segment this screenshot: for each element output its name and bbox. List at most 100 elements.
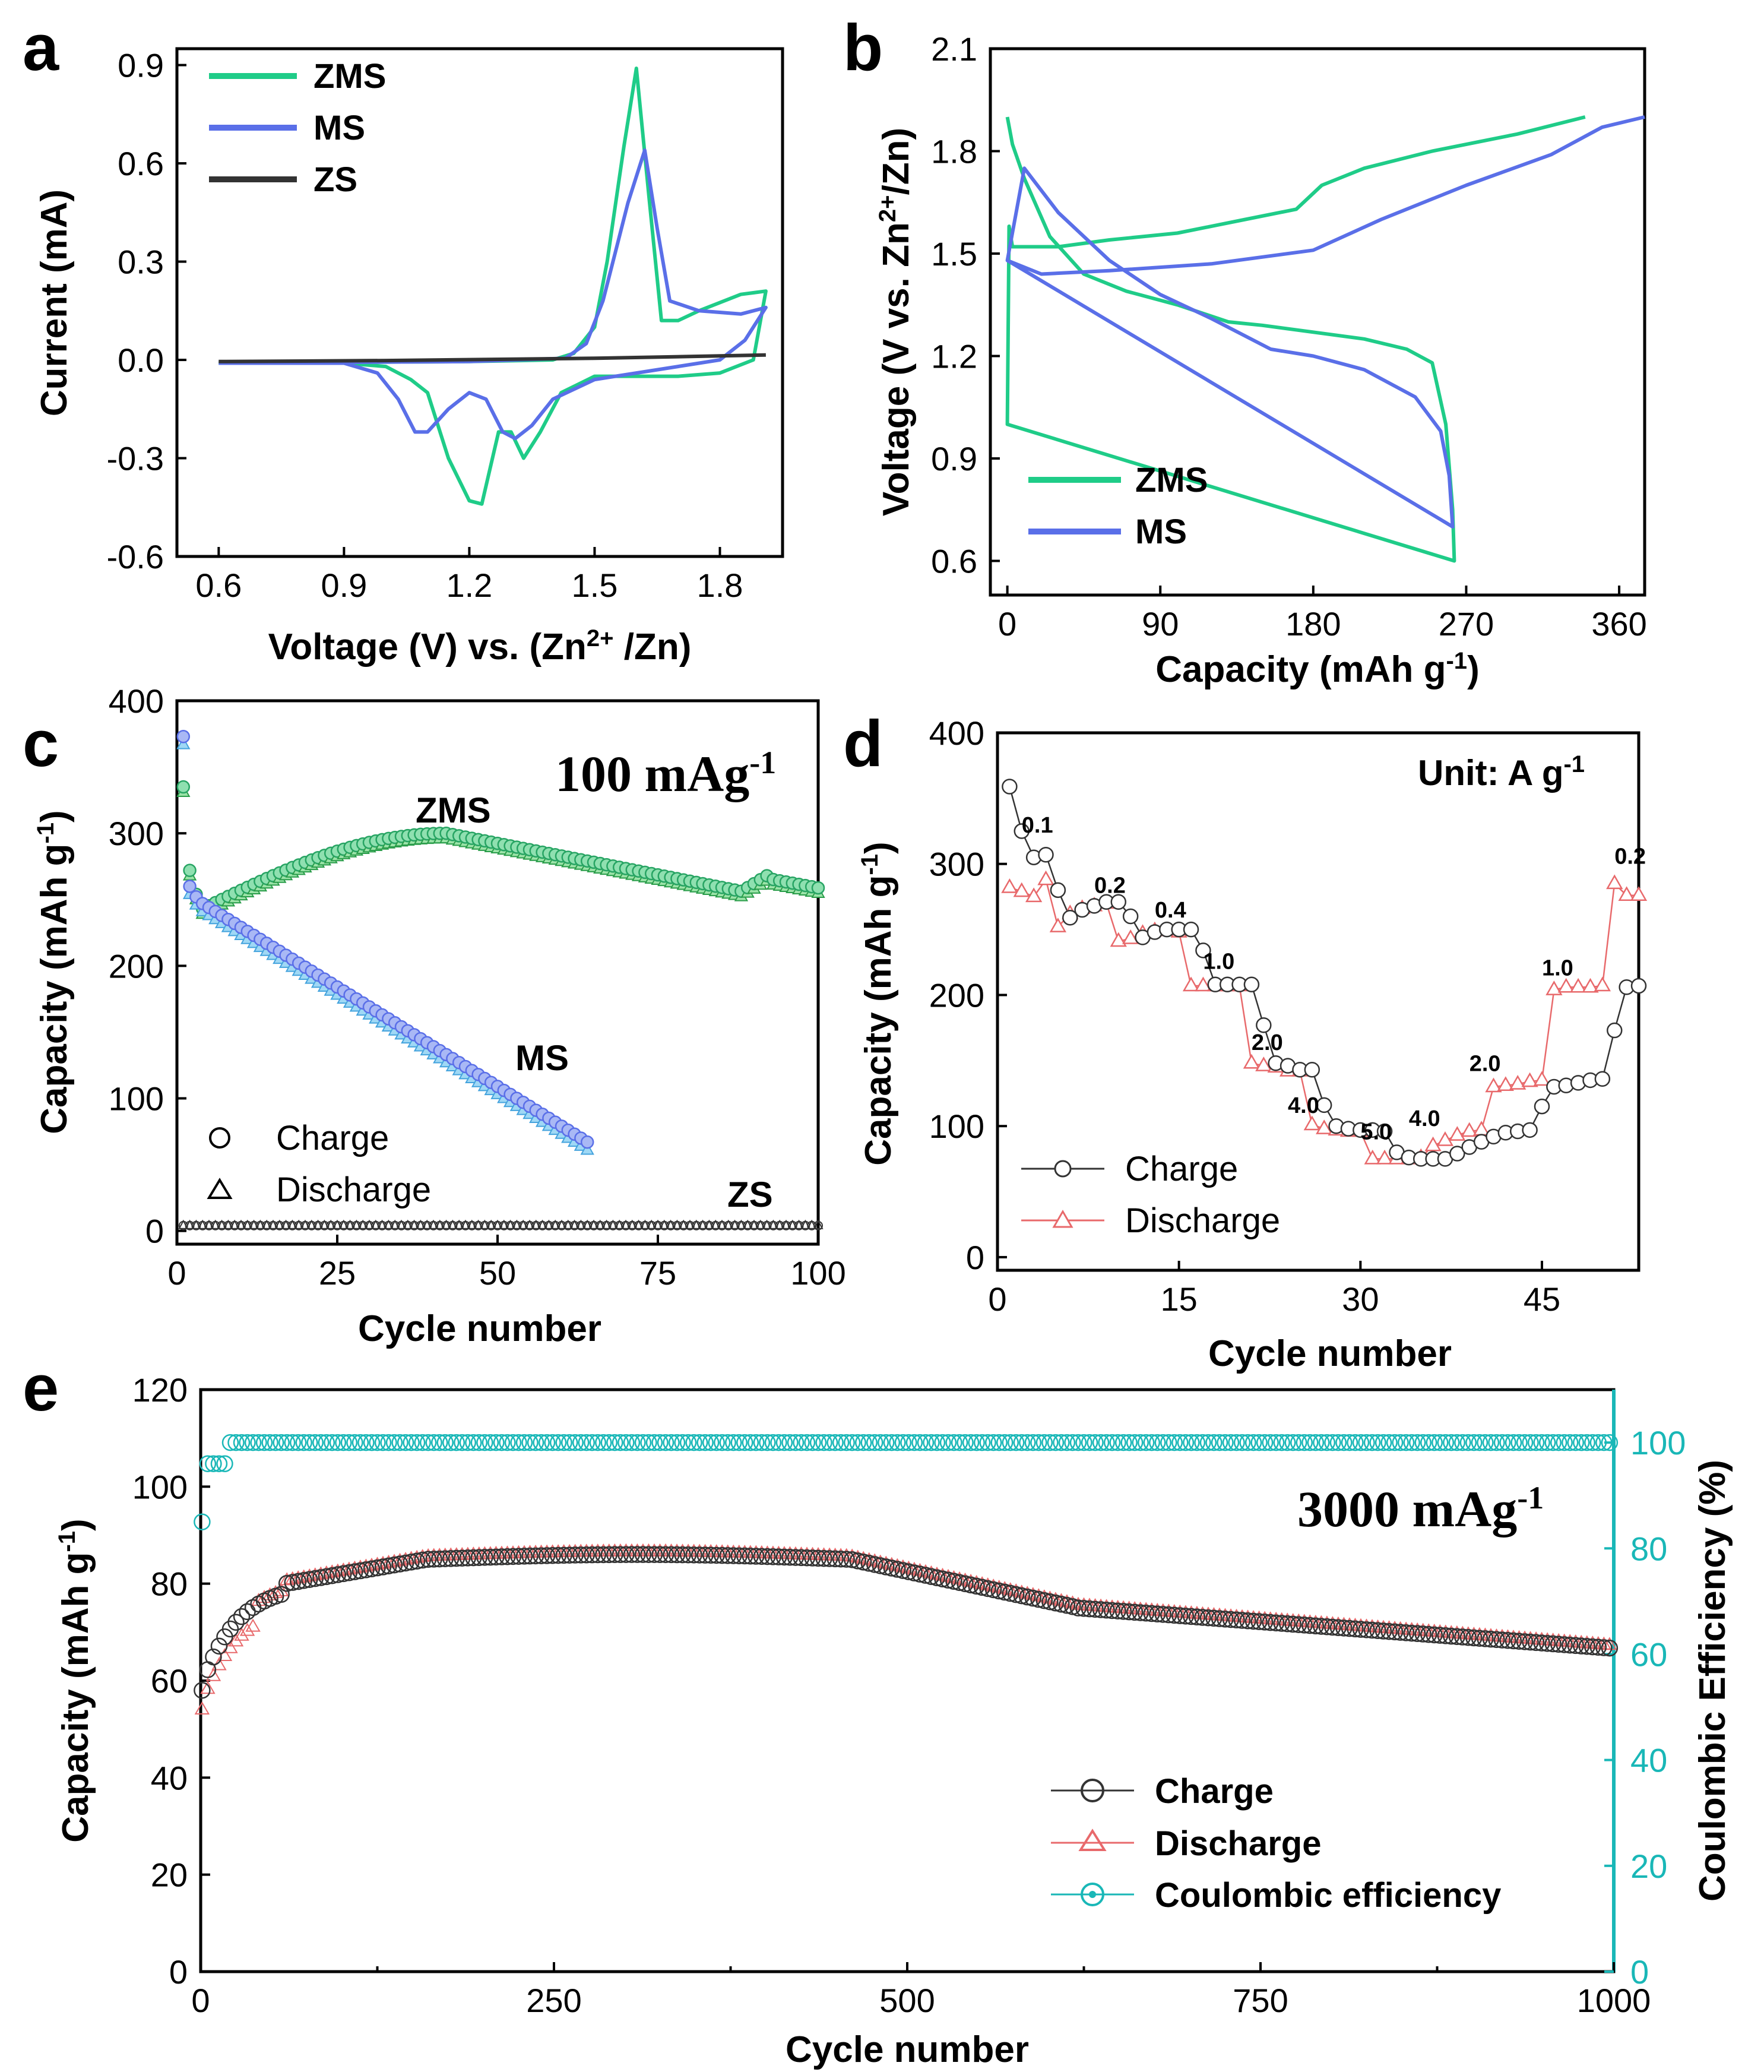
axis-label-a-y: Current (mA) [34, 189, 75, 416]
e-charge-point [939, 1571, 957, 1589]
rate-discharge-point [1606, 874, 1623, 890]
e-charge-point [1505, 1632, 1522, 1650]
e-ce-point [459, 1434, 477, 1451]
e-ce-point [1301, 1434, 1319, 1451]
axis-label-c-y: Capacity (mAh g-1) [33, 810, 75, 1134]
e-ce-point [239, 1434, 256, 1451]
e-ce-point [634, 1434, 652, 1451]
e-ce-point [838, 1434, 855, 1451]
e-ce-point [668, 1434, 686, 1451]
e-charge-point [397, 1554, 414, 1572]
e-charge-point [640, 1546, 657, 1563]
gcd-curve-ms [1005, 115, 1645, 529]
e-ce-point [945, 1434, 962, 1451]
legend-e-ce: Coulombic efficiency [1155, 1876, 1501, 1915]
e-charge-point [691, 1546, 708, 1564]
label-c-zms: ZMS [416, 790, 491, 830]
e-charge-point [973, 1578, 991, 1596]
e-ce-point [815, 1434, 832, 1451]
e-charge-point [872, 1557, 889, 1574]
e-ce-point [227, 1434, 245, 1451]
e-charge-point [1561, 1636, 1579, 1654]
e-ce-point [1177, 1434, 1195, 1451]
e-ce-point [866, 1434, 883, 1451]
e-ce-point [957, 1434, 974, 1451]
e-charge-point [205, 1648, 222, 1666]
e-charge-point [1256, 1614, 1274, 1631]
e-ce-point [1132, 1434, 1149, 1451]
e-charge-point [606, 1546, 623, 1564]
e-charge-point [454, 1549, 471, 1567]
e-charge-point [1414, 1625, 1432, 1643]
e-ce-point [759, 1434, 776, 1451]
e-ce-point [357, 1434, 375, 1451]
legend-d-discharge-marker [1052, 1209, 1073, 1228]
e-ce-point [289, 1434, 307, 1451]
e-ce-point [216, 1455, 233, 1472]
rate-charge-point [1449, 1146, 1465, 1162]
e-ce-point [1205, 1434, 1223, 1451]
e-charge-point [1013, 1587, 1031, 1605]
e-charge-point [419, 1551, 437, 1568]
e-charge-point [905, 1564, 923, 1581]
legend-a-zms: ZMS [313, 57, 386, 96]
e-ce-point [900, 1434, 917, 1451]
rate-label: 2.0 [1252, 1030, 1283, 1055]
e-charge-point [1358, 1621, 1375, 1638]
e-ce-point [753, 1434, 771, 1451]
rate-label: 0.1 [1022, 813, 1053, 838]
e-charge-point [566, 1546, 584, 1564]
e-charge-point [1454, 1628, 1471, 1646]
rate-discharge-point [1364, 1149, 1381, 1165]
e-ce-point [612, 1434, 629, 1451]
e-charge-point [346, 1563, 363, 1580]
axis-label-a-x: Voltage (V) vs. (Zn2+ /Zn) [268, 625, 692, 668]
e-ce-point [210, 1455, 228, 1472]
e-ce-point [1126, 1434, 1144, 1451]
e-charge-point [1019, 1588, 1036, 1606]
e-charge-point [227, 1614, 245, 1631]
y-tick-label: 100 [929, 1108, 984, 1145]
e-ce-point [306, 1434, 324, 1451]
e-charge-point [1267, 1614, 1285, 1632]
axis-label-e-y2: Coulombic Efficiency (%) [1692, 1460, 1733, 1902]
e-charge-point [702, 1546, 720, 1564]
e-charge-point [578, 1546, 595, 1564]
e-charge-point [1595, 1639, 1613, 1656]
e-ce-point [1143, 1434, 1160, 1451]
e-charge-point [996, 1583, 1014, 1601]
e-ce-point [764, 1434, 782, 1451]
axis-label-d-x: Cycle number [1208, 1333, 1452, 1374]
e-charge-point [499, 1548, 516, 1565]
e-ce-point [917, 1434, 935, 1451]
e-charge-point [809, 1549, 827, 1567]
e-charge-point [781, 1549, 799, 1566]
e-ce-point [1019, 1434, 1036, 1451]
e-charge-point [1488, 1631, 1505, 1649]
e-ce-point [340, 1434, 358, 1451]
e-charge-point [233, 1608, 251, 1625]
panel-label-d: d [843, 707, 883, 780]
e-charge-point [1064, 1598, 1081, 1615]
e-charge-point [595, 1546, 612, 1564]
e-charge-point [430, 1550, 448, 1568]
x-tick-label: 750 [1233, 1982, 1288, 2019]
e-ce-point [374, 1434, 392, 1451]
e-charge-point [1194, 1609, 1211, 1626]
rate-charge-point [1062, 909, 1078, 926]
e-charge-point [442, 1550, 460, 1567]
e-charge-point [1522, 1633, 1539, 1651]
e-charge-point [1465, 1629, 1483, 1647]
axis-label-b-y: Voltage (V vs. Zn2+/Zn) [875, 128, 917, 516]
legend-b-zms: ZMS [1135, 461, 1208, 499]
rate-charge-point [1122, 908, 1139, 925]
e-charge-point [854, 1554, 872, 1571]
e-charge-point [448, 1549, 465, 1567]
e-ce-point [1008, 1434, 1025, 1451]
rate-discharge-point [1497, 1076, 1515, 1092]
e-discharge-point [409, 1549, 425, 1563]
chart-b: 0 90 180 270 360 0.6 0.9 1.2 1.5 1.8 2.1 ZMS MS Ca… [875, 30, 1647, 690]
e-charge-point [1426, 1626, 1443, 1644]
e-charge-point [1516, 1633, 1534, 1650]
rate-label-c: 100 mAg-1 [555, 745, 776, 802]
